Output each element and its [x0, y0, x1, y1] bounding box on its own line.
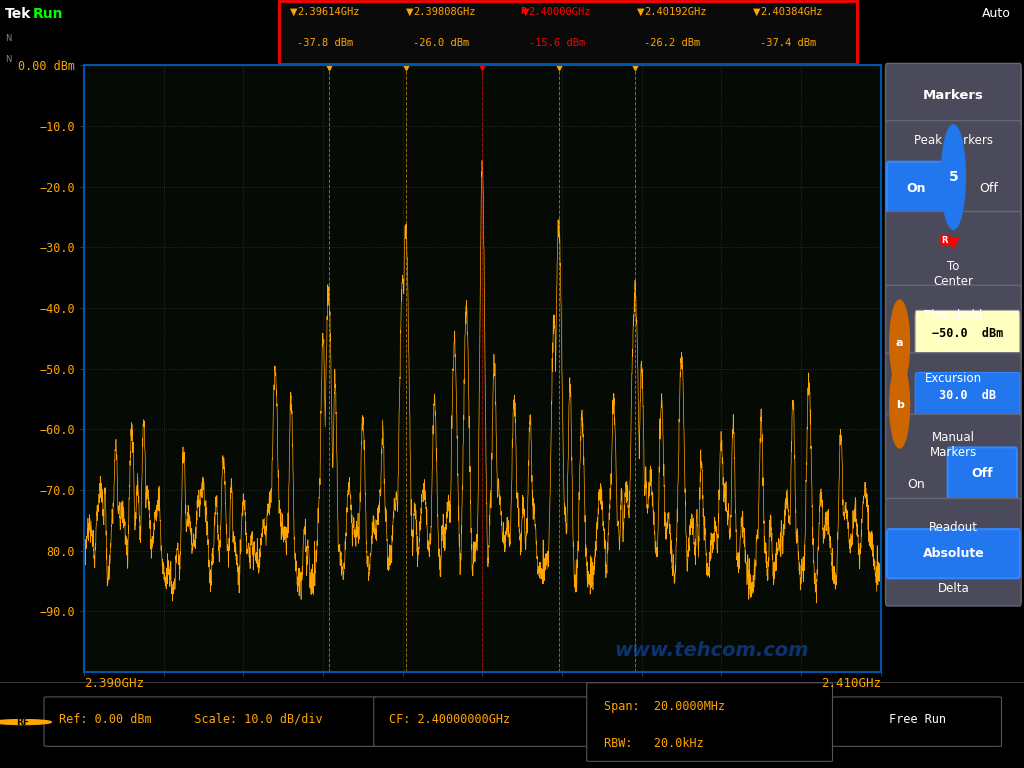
FancyBboxPatch shape	[887, 162, 946, 216]
Text: b: b	[896, 400, 903, 410]
Text: 2.390GHz: 2.390GHz	[84, 677, 144, 690]
Text: ▼: ▼	[753, 7, 761, 17]
Text: -15.6 dBm: -15.6 dBm	[528, 38, 585, 48]
Text: Span:  20.0000MHz: Span: 20.0000MHz	[604, 700, 725, 713]
Text: -26.2 dBm: -26.2 dBm	[644, 38, 700, 48]
Text: a: a	[896, 338, 903, 348]
FancyBboxPatch shape	[587, 683, 833, 761]
Text: N: N	[5, 55, 11, 65]
FancyBboxPatch shape	[886, 121, 1021, 219]
Text: −50.0  dBm: −50.0 dBm	[932, 327, 1004, 340]
Text: 5: 5	[948, 170, 958, 184]
Text: -37.4 dBm: -37.4 dBm	[760, 38, 816, 48]
FancyBboxPatch shape	[279, 2, 857, 64]
Text: R: R	[942, 236, 948, 245]
Text: 2.40384GHz: 2.40384GHz	[760, 7, 822, 17]
Text: ▼: ▼	[637, 7, 645, 17]
Text: On: On	[907, 478, 926, 491]
Text: -26.0 dBm: -26.0 dBm	[413, 38, 469, 48]
Text: 2.410GHz: 2.410GHz	[820, 677, 881, 690]
Text: ▼: ▼	[290, 7, 298, 17]
Text: Delta: Delta	[937, 582, 970, 595]
Text: RF: RF	[16, 717, 29, 727]
Text: 2.40000GHz: 2.40000GHz	[528, 7, 591, 17]
Text: www.tehcom.com: www.tehcom.com	[614, 641, 809, 660]
Text: Off: Off	[979, 182, 998, 194]
Text: 2.40192GHz: 2.40192GHz	[644, 7, 707, 17]
Circle shape	[0, 720, 51, 724]
FancyBboxPatch shape	[887, 529, 1020, 578]
Text: Run: Run	[33, 7, 63, 21]
Text: Free Run: Free Run	[889, 713, 946, 726]
FancyBboxPatch shape	[374, 697, 589, 746]
Text: ▼: ▼	[947, 234, 959, 253]
Text: -37.8 dBm: -37.8 dBm	[297, 38, 353, 48]
Text: Ref: 0.00 dBm      Scale: 10.0 dB/div: Ref: 0.00 dBm Scale: 10.0 dB/div	[59, 713, 323, 726]
FancyBboxPatch shape	[886, 353, 1021, 422]
Text: Markers: Markers	[923, 89, 984, 102]
Circle shape	[890, 300, 909, 386]
FancyBboxPatch shape	[886, 498, 1021, 606]
FancyBboxPatch shape	[915, 310, 1020, 357]
Text: Manual
Markers: Manual Markers	[930, 431, 977, 459]
Text: ▼: ▼	[521, 7, 529, 17]
FancyBboxPatch shape	[886, 64, 1021, 128]
Text: Tek: Tek	[5, 7, 32, 21]
Text: ▼: ▼	[406, 7, 414, 17]
FancyBboxPatch shape	[886, 211, 1021, 293]
Text: Excursion: Excursion	[925, 372, 982, 385]
Text: Peak Markers: Peak Markers	[913, 134, 993, 147]
Text: Threshold: Threshold	[924, 309, 983, 322]
Text: On: On	[907, 182, 927, 195]
Text: Absolute: Absolute	[923, 548, 984, 560]
Text: R: R	[520, 7, 526, 15]
Circle shape	[941, 125, 966, 230]
Text: RBW:   20.0kHz: RBW: 20.0kHz	[604, 737, 703, 750]
FancyBboxPatch shape	[886, 285, 1021, 360]
Text: 2.39808GHz: 2.39808GHz	[413, 7, 475, 17]
Text: CF: 2.40000000GHz: CF: 2.40000000GHz	[389, 713, 510, 726]
Text: 2.39614GHz: 2.39614GHz	[297, 7, 359, 17]
FancyBboxPatch shape	[833, 697, 1001, 746]
Text: 30.0  dB: 30.0 dB	[939, 389, 996, 402]
FancyBboxPatch shape	[886, 414, 1021, 505]
Text: Readout: Readout	[929, 521, 978, 534]
Circle shape	[890, 362, 909, 448]
FancyBboxPatch shape	[947, 448, 1017, 500]
Text: To
Center: To Center	[933, 260, 974, 287]
Text: Auto: Auto	[982, 7, 1011, 19]
FancyBboxPatch shape	[915, 372, 1020, 419]
Text: N: N	[5, 34, 11, 43]
FancyBboxPatch shape	[44, 697, 377, 746]
Text: Off: Off	[972, 468, 993, 480]
